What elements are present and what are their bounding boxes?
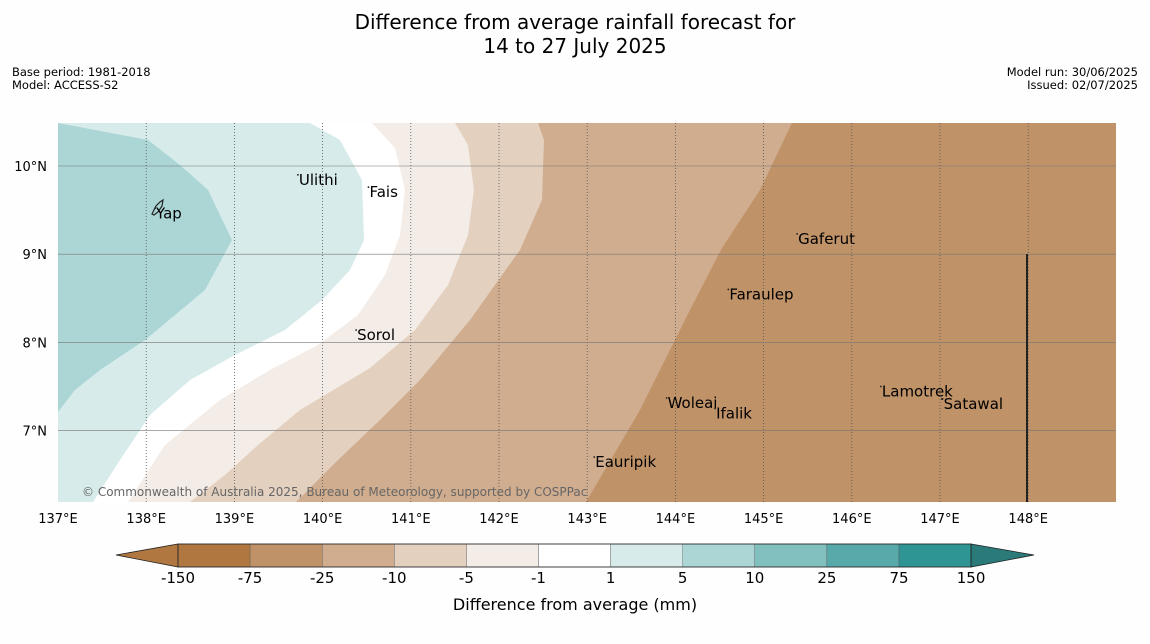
colorbar-segment — [394, 543, 467, 568]
place-marker — [297, 173, 299, 176]
place-label: Satawal — [944, 395, 1003, 413]
colorbar-label: Difference from average (mm) — [452, 595, 698, 614]
place-marker — [355, 329, 358, 331]
longitude-tick-label: 145°E — [744, 512, 784, 527]
colorbar-tick-label: -150 — [161, 569, 195, 587]
colorbar-tick-label: -5 — [459, 569, 474, 587]
longitude-tick-label: 148°E — [1008, 512, 1048, 527]
model-run-text: Model run: 30/06/2025 — [1006, 65, 1138, 79]
colorbar-segment — [466, 543, 539, 568]
place-marker — [154, 207, 156, 210]
zone-teal — [58, 123, 232, 412]
base-period-text: Base period: 1981-2018 — [12, 65, 151, 79]
colorbar-tick-label: 10 — [745, 569, 764, 587]
colorbar-tick-label: 150 — [957, 569, 986, 587]
place-marker — [665, 397, 668, 399]
colorbar-segment — [538, 543, 611, 568]
colorbar-tick-label: -10 — [382, 569, 407, 587]
longitude-tick-label: 146°E — [832, 512, 872, 527]
copyright-text: © Commonwealth of Australia 2025, Bureau… — [82, 485, 587, 499]
place-label: Woleai — [668, 394, 718, 412]
colorbar-extend-high — [970, 543, 1035, 568]
colorbar-tick-label: -25 — [310, 569, 335, 587]
latitude-tick-label: 7°N — [23, 425, 48, 440]
longitude-tick-label: 140°E — [303, 512, 343, 527]
place-marker — [727, 288, 730, 291]
colorbar-segment — [610, 543, 683, 568]
place-label: Sorol — [357, 326, 395, 344]
meta-left: Base period: 1981-2018 Model: ACCESS-S2 — [12, 66, 151, 92]
place-marker — [880, 385, 882, 388]
longitude-tick-label: 139°E — [215, 512, 255, 527]
colorbar — [115, 543, 1035, 568]
colorbar-extend-low — [115, 543, 179, 568]
place-label: Faraulep — [729, 285, 793, 303]
colorbar-tick-label: 75 — [889, 569, 908, 587]
colorbar-segment — [322, 543, 395, 568]
colorbar-segment — [826, 543, 900, 568]
colorbar-tick-label: 5 — [678, 569, 688, 587]
title-line-2: 14 to 27 July 2025 — [483, 34, 667, 58]
longitude-labels: 137°E 138°E 139°E 140°E 141°E 142°E 143°E 144°E… — [38, 512, 1048, 527]
model-text: Model: ACCESS-S2 — [12, 78, 119, 92]
latitude-tick-label: 8°N — [23, 336, 48, 351]
longitude-tick-label: 137°E — [38, 512, 78, 527]
place-marker — [714, 407, 716, 410]
longitude-tick-label: 147°E — [920, 512, 960, 527]
latitude-tick-label: 10°N — [14, 160, 47, 175]
place-label: Eauripik — [595, 453, 656, 471]
longitude-tick-label: 141°E — [391, 512, 431, 527]
place-label: Fais — [369, 183, 398, 201]
place-label: Ifalik — [716, 405, 752, 423]
yap-island-outline — [151, 198, 164, 216]
place-marker — [367, 186, 370, 189]
colorbar-tick-label: -75 — [238, 569, 263, 587]
place-label: Gaferut — [798, 230, 855, 248]
longitude-tick-label: 138°E — [126, 512, 166, 527]
latitude-tick-label: 9°N — [23, 248, 48, 263]
place-label: Yap — [155, 204, 182, 222]
colorbar-tick-labels: -150 -75 -25 -10 -5 -1 1 5 10 25 75 150 — [161, 569, 985, 587]
longitude-tick-label: 144°E — [656, 512, 696, 527]
issued-text: Issued: 02/07/2025 — [1027, 78, 1138, 92]
latitude-labels: 10°N 9°N 8°N 7°N — [14, 160, 47, 440]
map-title: Difference from average rainfall forecas… — [0, 10, 1150, 58]
colorbar-tick-label: -1 — [531, 569, 546, 587]
colorbar-tick-label: 1 — [606, 569, 616, 587]
place-labels: Yap Ulithi Fais Gaferut Faraulep Sorol Lamotre… — [154, 171, 1003, 471]
meta-right: Model run: 30/06/2025 Issued: 02/07/2025 — [1007, 66, 1138, 92]
islet-marker — [941, 398, 943, 400]
place-label: Ulithi — [299, 171, 338, 189]
place-marker — [593, 456, 596, 458]
colorbar-segment — [177, 543, 251, 568]
map-grid — [58, 123, 1116, 502]
colorbar-segment — [898, 543, 972, 568]
colorbar-segment — [249, 543, 323, 568]
longitude-tick-label: 143°E — [567, 512, 607, 527]
place-marker — [796, 233, 799, 235]
place-label: Lamotrek — [882, 383, 953, 401]
title-line-1: Difference from average rainfall forecas… — [354, 10, 796, 34]
colorbar-segment — [754, 543, 828, 568]
colorbar-segment — [682, 543, 756, 568]
longitude-tick-label: 142°E — [479, 512, 519, 527]
colorbar-tick-label: 25 — [817, 569, 836, 587]
colorbar-outline — [177, 543, 972, 568]
